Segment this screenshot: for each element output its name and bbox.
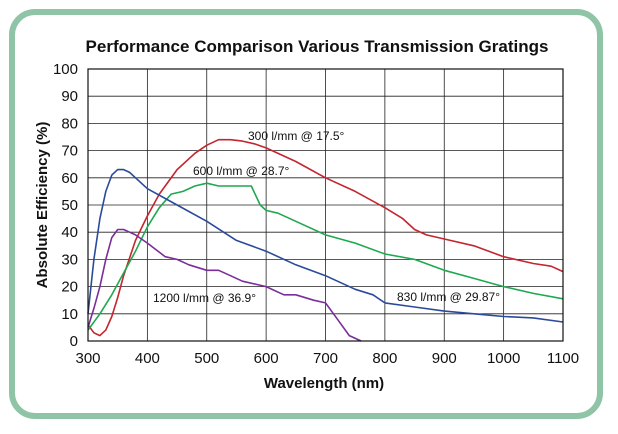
x-tick-label: 500 (194, 350, 219, 367)
x-tick-label: 400 (135, 350, 160, 367)
annotation-label: 1200 l/mm @ 36.9° (153, 291, 256, 305)
x-tick-label: 700 (313, 350, 338, 367)
y-tick-label: 10 (61, 306, 78, 323)
y-axis-label: Absolute Efficiency (%) (34, 122, 51, 289)
x-tick-labels: 300 400 500 600 700 800 900 1000 1100 (75, 350, 579, 367)
series-line-3 (87, 228, 362, 342)
y-tick-label: 50 (61, 197, 78, 214)
y-tick-label: 40 (61, 224, 78, 241)
y-tick-label: 70 (61, 143, 78, 160)
series-line-0 (87, 138, 564, 337)
y-tick-label: 80 (61, 115, 78, 132)
x-tick-label: 600 (254, 350, 279, 367)
y-tick-label: 0 (70, 333, 78, 350)
x-tick-label: 300 (75, 350, 100, 367)
y-tick-labels: 0 10 20 30 40 50 60 70 80 90 100 (53, 61, 78, 350)
plot-area-border (87, 68, 564, 342)
x-axis-label: Wavelength (nm) (264, 375, 384, 392)
chart-title: Performance Comparison Various Transmiss… (86, 37, 549, 56)
x-tick-label: 1000 (487, 350, 520, 367)
x-tick-label: 900 (432, 350, 457, 367)
x-tick-label: 1100 (547, 350, 579, 367)
annotation-label: 300 l/mm @ 17.5° (248, 129, 345, 143)
chart-series (87, 138, 564, 342)
chart-annotations: 300 l/mm @ 17.5° 600 l/mm @ 28.7° 1200 l/m… (153, 129, 500, 305)
y-tick-label: 90 (61, 88, 78, 105)
y-tick-label: 60 (61, 170, 78, 187)
annotation-label: 600 l/mm @ 28.7° (193, 164, 290, 178)
x-tick-label: 800 (372, 350, 397, 367)
y-tick-label: 30 (61, 251, 78, 268)
annotation-label: 830 l/mm @ 29.87° (397, 290, 500, 304)
series-line-2 (87, 168, 564, 323)
y-tick-label: 20 (61, 279, 78, 296)
y-tick-label: 100 (53, 61, 78, 78)
